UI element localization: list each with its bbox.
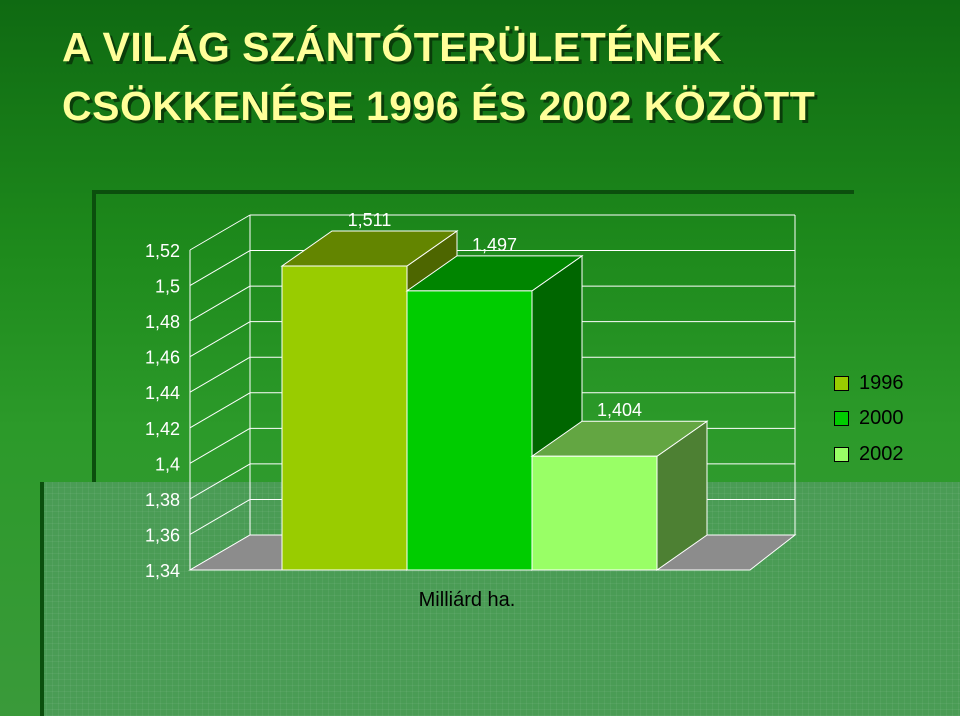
data-label-2000: 1,497 — [472, 235, 517, 255]
gridline-side-6 — [189, 427, 251, 464]
legend-label-2000: 2000 — [859, 406, 904, 429]
legend-item-2000: 2000 — [834, 407, 918, 429]
bar-2002 — [530, 420, 709, 571]
y-tick-label-7: 1,38 — [145, 490, 180, 510]
gridline-side-0 — [189, 214, 251, 251]
gridline-side-5 — [189, 392, 251, 429]
legend-label-1996: 1996 — [859, 371, 904, 394]
data-labels: 1,511 1,497 1,404 — [348, 210, 642, 420]
x-axis-label: Milliárd ha. — [419, 589, 516, 611]
decor-left-bar — [92, 190, 96, 716]
legend-label-2002: 2002 — [859, 442, 904, 465]
legend-swatch-2000 — [834, 410, 849, 426]
y-tick-label-3: 1,46 — [145, 348, 180, 368]
gridline-side-7 — [189, 463, 251, 500]
y-tick-label-9: 1,34 — [145, 561, 180, 581]
y-tick-label-4: 1,44 — [145, 383, 180, 403]
bar-front-2000 — [406, 290, 533, 571]
bar-front-1996 — [281, 265, 408, 571]
gridline-side-4 — [189, 356, 251, 393]
y-tick-label-8: 1,36 — [145, 525, 180, 545]
gridline-side-3 — [189, 321, 251, 358]
legend-swatch-2002 — [834, 446, 849, 462]
legend-item-2002: 2002 — [834, 443, 918, 465]
gridline-side-2 — [189, 285, 251, 322]
y-tick-label-5: 1,42 — [145, 419, 180, 439]
y-axis-ticks: 1,52 1,5 1,48 1,46 1,44 1,42 1,4 1,38 1,36 1,34 — [145, 241, 180, 581]
y-tick-label-0: 1,52 — [145, 241, 180, 261]
gridline-side-8 — [189, 499, 251, 535]
y-tick-label-1: 1,5 — [155, 277, 180, 297]
data-label-2002: 1,404 — [597, 400, 642, 420]
slide-title: A VILÁG SZÁNTÓTERÜLETÉNEK CSÖKKENÉSE 199… — [62, 24, 816, 129]
gridline-side-1 — [189, 250, 251, 286]
y-tick-label-2: 1,48 — [145, 312, 180, 332]
legend-swatch-1996 — [834, 375, 849, 391]
bar-front-2002 — [531, 455, 658, 571]
y-tick-label-6: 1,4 — [155, 454, 180, 474]
decor-lower-panel — [40, 482, 960, 716]
data-label-1996: 1,511 — [348, 210, 392, 230]
decor-lower-panel-edge — [40, 482, 44, 716]
legend-item-1996: 1996 — [834, 372, 918, 394]
decor-top-bar — [92, 190, 854, 194]
legend: 1996 2000 2002 — [822, 366, 918, 468]
bars — [280, 230, 709, 571]
